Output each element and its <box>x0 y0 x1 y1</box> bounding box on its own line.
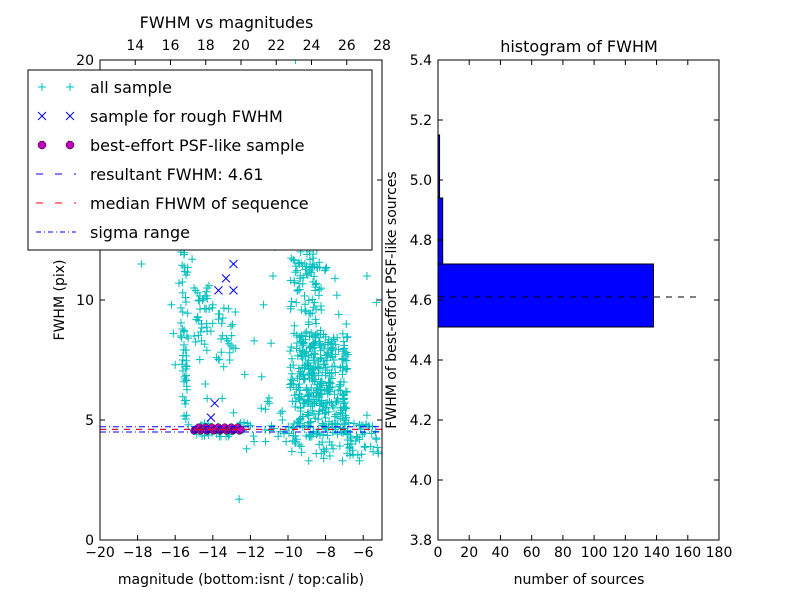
scatter-y-tick-label: 0 <box>85 533 94 549</box>
histogram-x-tick-label: 80 <box>554 545 572 561</box>
rough-sample-point <box>206 413 216 422</box>
histogram-ylabel: FWHM of best-effort PSF-like sources <box>384 171 400 428</box>
histogram-x-tick-label: 20 <box>460 545 478 561</box>
legend-label: best-effort PSF-like sample <box>90 136 304 155</box>
histogram-y-tick-label: 5.0 <box>410 173 432 189</box>
legend-marker <box>65 111 75 121</box>
histogram-y-tick-label: 4.0 <box>410 473 432 489</box>
legend-marker <box>65 140 75 150</box>
legend-label: resultant FWHM: 4.61 <box>90 165 264 184</box>
scatter-y-tick-label: 20 <box>76 53 94 69</box>
scatter-x-tick-label: −14 <box>198 545 228 561</box>
scatter-xlabel: magnitude (bottom:isnt / top:calib) <box>118 572 364 588</box>
legend-label: sample for rough FWHM <box>90 107 283 126</box>
histogram-title: histogram of FWHM <box>500 37 658 56</box>
scatter-x-tick-label: −20 <box>85 545 115 561</box>
scatter-ylabel: FWHM (pix) <box>52 260 68 341</box>
histogram-y-tick-label: 4.8 <box>410 233 432 249</box>
scatter-top-x-tick-label: 22 <box>267 38 285 54</box>
rough-sample-point <box>229 286 238 295</box>
histogram-x-tick-label: 0 <box>434 545 443 561</box>
scatter-x-tick-label: −12 <box>236 545 266 561</box>
histogram-y-tick-label: 3.8 <box>410 533 432 549</box>
scatter-x-tick-label: −10 <box>273 545 303 561</box>
histogram-x-tick-label: 100 <box>581 545 608 561</box>
histogram-x-tick-label: 160 <box>674 545 701 561</box>
histogram-x-tick-label: 60 <box>523 545 541 561</box>
scatter-top-x-tick-label: 20 <box>232 38 250 54</box>
histogram-y-tick-label: 5.2 <box>410 113 432 129</box>
histogram-axes: 0 20 40 60 80 100 120 140 160 180 3.8 4.0 4.2 4.4 4.6 4… <box>410 53 733 561</box>
scatter-axes: −20−18−16−14−12−10−8−6051015201416182022… <box>76 38 391 561</box>
histogram-bar <box>437 197 444 265</box>
histogram-y-tick-label: 4.4 <box>410 353 432 369</box>
legend-label: all sample <box>90 78 172 97</box>
scatter-top-x-tick-label: 28 <box>373 38 391 54</box>
histogram-x-tick-label: 180 <box>706 545 733 561</box>
scatter-top-x-tick-label: 14 <box>126 38 144 54</box>
scatter-y-tick-label: 10 <box>76 293 94 309</box>
rough-sample-point <box>229 259 238 269</box>
legend-box <box>27 69 373 251</box>
scatter-y-tick-label: 5 <box>85 413 94 429</box>
scatter-x-tick-label: −6 <box>353 545 374 561</box>
legend-label: median FHWM of sequence <box>90 194 309 213</box>
rough-sample-point <box>214 286 223 295</box>
scatter-top-x-tick-label: 26 <box>338 38 356 54</box>
histogram-y-tick-label: 5.4 <box>410 53 432 69</box>
scatter-x-tick-label: −8 <box>315 545 336 561</box>
histogram-x-tick-label: 40 <box>492 545 510 561</box>
histogram-y-tick-label: 4.2 <box>410 413 432 429</box>
legend-label: sigma range <box>90 223 190 242</box>
scatter-top-x-tick-label: 16 <box>162 38 180 54</box>
histogram-panel: histogram of FWHM 0 20 40 60 80 100 120 140 160 1… <box>384 37 732 588</box>
rough-sample-point <box>221 274 231 283</box>
histogram-x-tick-label: 120 <box>612 545 639 561</box>
histogram-data-layer <box>437 134 701 328</box>
legend-marker <box>37 111 47 121</box>
scatter-x-tick-label: −16 <box>160 545 190 561</box>
scatter-title: FWHM vs magnitudes <box>140 13 314 32</box>
scatter-x-tick-label: −18 <box>123 545 153 561</box>
histogram-xlabel: number of sources <box>514 572 645 588</box>
scatter-top-x-tick-label: 24 <box>303 38 321 54</box>
histogram-bar <box>437 263 654 328</box>
scatter-top-x-tick-label: 18 <box>197 38 215 54</box>
histogram-y-tick-label: 4.6 <box>410 293 432 309</box>
rough-sample-point <box>210 398 220 408</box>
scatter-legend: all sample sample for rough FWHM best-effo… <box>27 69 373 251</box>
legend-marker <box>37 140 47 150</box>
scatter-panel: FWHM vs magnitudes −20 −18 −16 −14 −12 −10 −8 −… <box>27 13 391 588</box>
histogram-x-tick-label: 140 <box>643 545 670 561</box>
